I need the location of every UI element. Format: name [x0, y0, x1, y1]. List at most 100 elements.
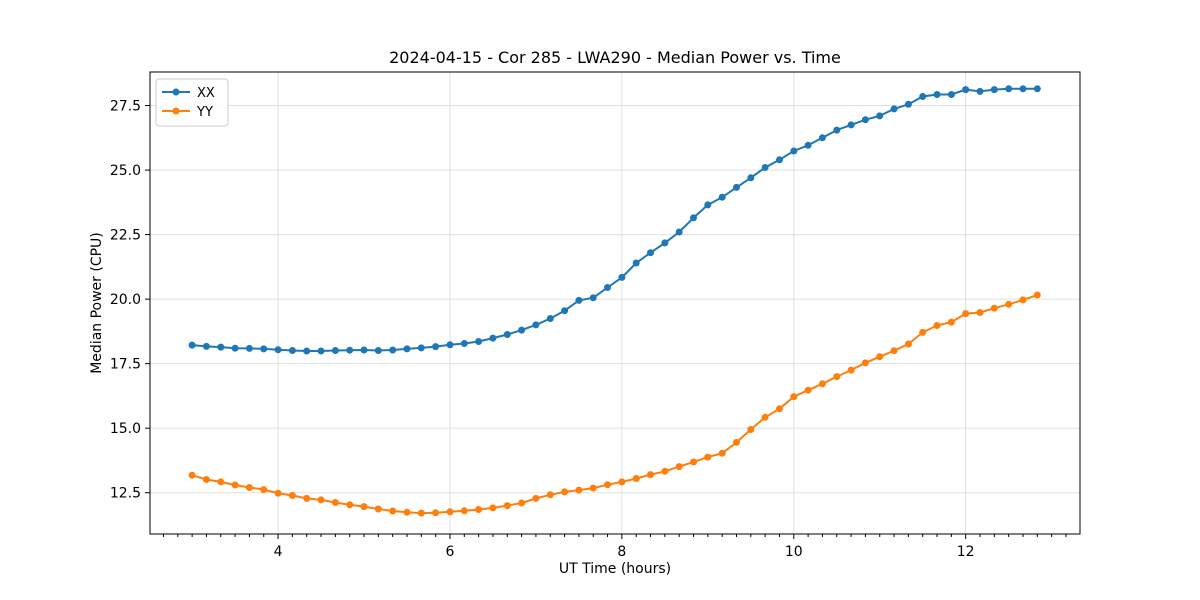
data-point	[804, 386, 812, 394]
x-tick-label: 4	[274, 544, 283, 560]
data-point	[432, 509, 440, 517]
data-point	[245, 484, 253, 491]
data-point	[374, 505, 382, 513]
y-axis-label: Median Power (CPU)	[89, 232, 105, 374]
series-YY	[188, 291, 1041, 517]
data-point	[647, 249, 654, 257]
data-point	[618, 273, 626, 281]
data-point	[747, 426, 755, 433]
data-point	[790, 147, 798, 155]
data-point	[489, 334, 497, 342]
data-point	[947, 318, 955, 326]
y-tick-label: 12.5	[110, 486, 141, 502]
x-tick-label: 6	[446, 544, 455, 560]
data-point	[604, 284, 611, 291]
data-point	[804, 141, 812, 149]
data-point	[618, 478, 626, 486]
data-point	[675, 463, 683, 471]
data-point	[1033, 85, 1041, 93]
data-point	[331, 347, 339, 354]
data-point	[403, 508, 411, 516]
data-point	[647, 471, 654, 479]
data-point	[962, 310, 970, 318]
data-point	[317, 347, 325, 355]
data-point	[919, 93, 927, 100]
data-point	[217, 343, 225, 351]
data-point	[632, 259, 640, 267]
data-point	[1019, 296, 1027, 304]
data-point	[561, 307, 569, 315]
data-point	[245, 344, 253, 352]
data-point	[202, 476, 210, 483]
data-point	[690, 214, 697, 222]
data-point	[589, 294, 597, 302]
data-point	[847, 121, 855, 129]
data-point	[632, 475, 640, 482]
grid	[150, 72, 1080, 534]
data-point	[1005, 300, 1013, 308]
data-point	[733, 183, 740, 191]
data-point	[360, 503, 368, 511]
data-point	[346, 346, 354, 354]
data-point	[489, 504, 497, 512]
data-point	[947, 91, 955, 98]
data-point	[976, 87, 984, 95]
data-point	[532, 494, 540, 502]
data-point	[432, 343, 440, 351]
data-point	[403, 345, 411, 353]
y-tick-label: 27.5	[110, 99, 141, 115]
data-point	[919, 328, 927, 336]
data-point	[389, 507, 397, 515]
data-point	[933, 91, 941, 98]
legend-marker	[172, 107, 180, 115]
data-point	[303, 494, 311, 502]
data-point	[704, 201, 712, 209]
data-point	[933, 322, 941, 329]
data-point	[604, 481, 611, 489]
data-point	[718, 193, 726, 201]
data-point	[575, 486, 583, 494]
x-tick-label: 8	[617, 544, 626, 560]
data-point	[1033, 291, 1041, 299]
data-point	[861, 359, 869, 367]
data-point	[833, 126, 841, 134]
data-point	[546, 315, 554, 322]
data-point	[876, 112, 884, 120]
y-tick-label: 25.0	[110, 163, 141, 179]
data-point	[518, 499, 526, 507]
data-point	[589, 484, 597, 492]
data-point	[260, 486, 268, 494]
data-point	[374, 347, 382, 354]
data-point	[231, 344, 239, 352]
data-point	[761, 413, 769, 421]
data-point	[446, 341, 454, 349]
x-tick-label: 10	[785, 544, 803, 560]
data-point	[231, 481, 239, 489]
y-tick-label: 15.0	[110, 421, 141, 437]
data-point	[346, 501, 354, 509]
data-point	[460, 340, 468, 347]
data-point	[288, 347, 296, 354]
data-point	[962, 86, 970, 94]
data-point	[260, 345, 268, 353]
data-point	[288, 492, 296, 499]
data-point	[890, 347, 898, 355]
x-axis: 4 6 8 10 12	[162, 534, 1067, 560]
y-tick-label: 22.5	[110, 228, 141, 244]
data-point	[718, 449, 726, 457]
data-point	[661, 239, 669, 247]
data-point	[217, 478, 225, 486]
y-tick-label: 20.0	[110, 292, 141, 308]
data-point	[675, 228, 683, 236]
data-point	[417, 509, 425, 517]
data-point	[475, 338, 483, 345]
data-point	[331, 499, 339, 506]
data-point	[976, 309, 984, 316]
data-point	[1019, 85, 1027, 93]
axes-border	[149, 71, 1081, 535]
data-point	[389, 346, 397, 354]
data-point	[446, 508, 454, 516]
x-axis-label: UT Time (hours)	[558, 561, 672, 577]
